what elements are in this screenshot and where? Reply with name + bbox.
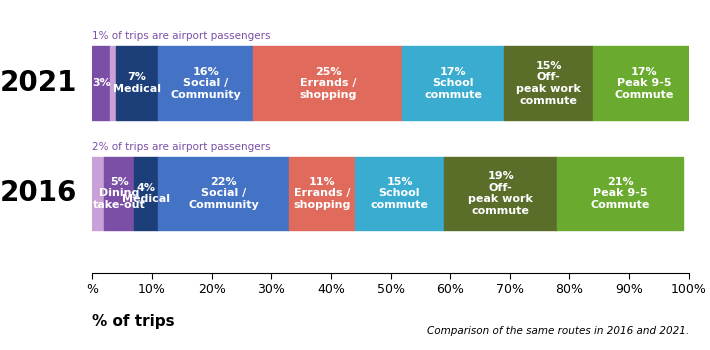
Bar [253, 46, 403, 120]
Text: 17%
School
commute: 17% School commute [424, 66, 482, 100]
Text: 19%
Off-
peak work
commute: 19% Off- peak work commute [469, 171, 533, 216]
Text: 1% of trips are airport passengers: 1% of trips are airport passengers [92, 32, 271, 42]
Text: 3%: 3% [92, 78, 111, 88]
Bar [110, 46, 116, 120]
Bar [289, 157, 355, 230]
Text: % of trips: % of trips [92, 314, 175, 329]
Text: 15%
Off-
peak work
commute: 15% Off- peak work commute [516, 61, 581, 106]
Bar [92, 157, 104, 230]
Bar [116, 46, 158, 120]
Text: 11%
Errands /
shopping: 11% Errands / shopping [293, 177, 351, 210]
Text: 2021: 2021 [0, 69, 77, 97]
Text: 16%
Social /
Community: 16% Social / Community [170, 66, 241, 100]
Bar [134, 157, 158, 230]
Bar [104, 157, 134, 230]
Bar [92, 46, 110, 120]
Text: 5%
Dining
take-out: 5% Dining take-out [93, 177, 146, 210]
Text: 25%
Errands /
shopping: 25% Errands / shopping [299, 66, 356, 100]
Text: Comparison of the same routes in 2016 and 2021.: Comparison of the same routes in 2016 an… [427, 326, 689, 336]
Text: 2016: 2016 [0, 179, 77, 207]
Bar [444, 157, 557, 230]
Text: 7%
Medical: 7% Medical [113, 72, 161, 94]
Bar [504, 46, 594, 120]
Bar [594, 46, 694, 120]
Text: 4%
Medical: 4% Medical [122, 183, 170, 204]
Bar [355, 157, 444, 230]
Text: 21%
Peak 9-5
Commute: 21% Peak 9-5 Commute [591, 177, 650, 210]
Bar [158, 157, 289, 230]
Text: 2% of trips are airport passengers: 2% of trips are airport passengers [92, 142, 271, 152]
Text: 17%
Peak 9-5
Commute: 17% Peak 9-5 Commute [614, 66, 674, 100]
Text: 22%
Social /
Community: 22% Social / Community [188, 177, 259, 210]
Bar [403, 46, 504, 120]
Bar [557, 157, 683, 230]
Bar [158, 46, 253, 120]
Text: 15%
School
commute: 15% School commute [371, 177, 428, 210]
